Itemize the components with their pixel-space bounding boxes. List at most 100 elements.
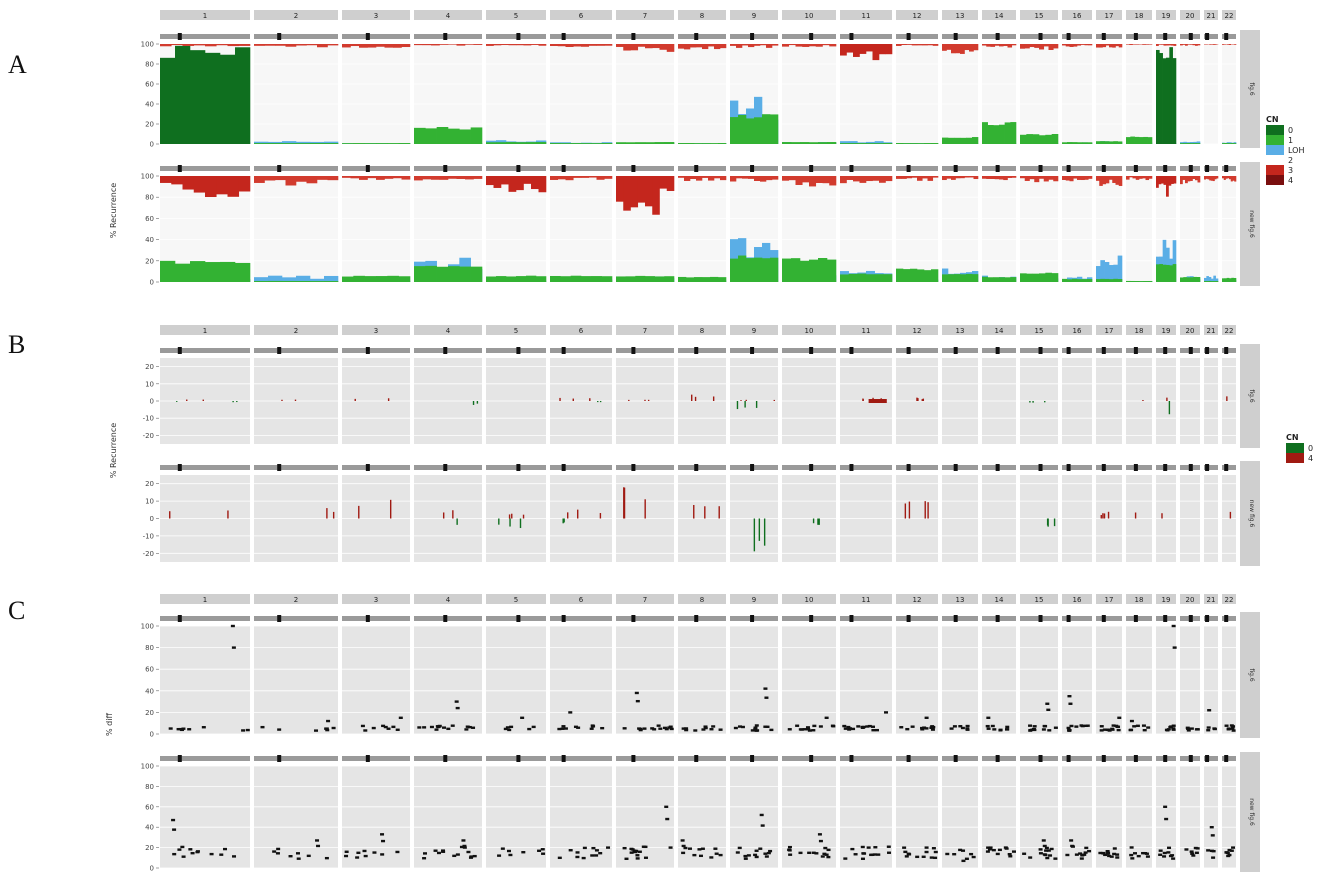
panel-background (486, 766, 546, 868)
loh-bar (254, 141, 269, 144)
recurrence-loss-line (509, 518, 511, 527)
diff-point (1129, 846, 1134, 849)
diff-point (1105, 728, 1110, 731)
chromosome-label: 5 (514, 596, 518, 604)
ideogram-arm (486, 756, 546, 761)
diff-point (681, 844, 686, 848)
gain-bar (1168, 44, 1172, 46)
diff-point (1074, 725, 1079, 728)
ideogram-arm (1126, 465, 1152, 470)
diff-point (843, 727, 848, 730)
gain-bar (1126, 176, 1130, 180)
chromosome-label: 21 (1207, 327, 1216, 335)
diff-point (594, 854, 599, 857)
ideogram-centromere (995, 165, 1000, 172)
diff-point (1172, 646, 1177, 649)
ideogram-centromere (1224, 464, 1229, 471)
chromosome-strip (1156, 10, 1176, 20)
diff-point (1210, 834, 1215, 837)
panel-background (678, 626, 726, 734)
loss-bar (942, 274, 949, 282)
loss-bar (398, 276, 411, 282)
diff-point (1030, 728, 1035, 731)
diff-point (746, 854, 751, 857)
diff-point-peak (1209, 826, 1214, 829)
gain-bar (306, 176, 318, 184)
gain-bar (1029, 44, 1035, 48)
diff-point (1115, 853, 1120, 856)
diff-point (500, 847, 505, 850)
loss-bar (425, 265, 437, 282)
ideogram-arm (1222, 166, 1236, 171)
diff-point (576, 726, 581, 729)
ideogram-centromere (365, 615, 370, 622)
ideogram-centromere (1038, 615, 1043, 622)
loh-bar (1113, 264, 1118, 282)
diff-point-peak (949, 727, 954, 730)
chromosome-label: 19 (1162, 12, 1171, 20)
recurrence-loss-line (818, 518, 820, 525)
diff-point (573, 725, 578, 729)
loh-bar (874, 141, 884, 144)
gain-bar (840, 44, 847, 56)
diff-point (1212, 727, 1217, 730)
loss-bar (1010, 277, 1017, 282)
ideogram-centromere (1188, 347, 1193, 354)
gain-bar (946, 44, 952, 50)
loh-bar (282, 277, 297, 282)
recurrence-loss-line (753, 518, 756, 552)
loss-bar (924, 143, 932, 144)
diff-point (764, 696, 769, 699)
diff-point (472, 854, 477, 858)
chromosome-label: 3 (374, 327, 378, 335)
ideogram-arm (896, 616, 938, 621)
loss-bar (718, 143, 727, 144)
ideogram-arm (550, 34, 612, 39)
ideogram-arm (616, 756, 674, 761)
diff-point (665, 817, 670, 821)
y-tick-label: 80 (145, 194, 154, 202)
chromosome-label: 10 (805, 327, 814, 335)
ideogram-arm (678, 34, 726, 39)
gain-bar (531, 176, 539, 190)
loss-bar (581, 276, 592, 282)
diff-point (818, 725, 823, 728)
chromosome-label: 12 (913, 12, 922, 20)
diff-point (1028, 856, 1033, 859)
diff-point (1038, 848, 1043, 851)
panel-background (342, 44, 410, 144)
chromosome-label: 15 (1035, 596, 1044, 604)
diff-point-peak (1189, 727, 1194, 730)
gain-bar (275, 176, 286, 181)
diff-point-peak (398, 716, 403, 719)
diff-point (798, 851, 803, 855)
diff-point (714, 852, 719, 855)
diff-point (1141, 851, 1146, 855)
diff-point (915, 855, 920, 859)
chromosome-strip (896, 594, 938, 604)
gain-bar (486, 44, 494, 46)
diff-point-peak (606, 846, 611, 849)
gain-bar (942, 176, 947, 181)
diff-point (842, 724, 847, 728)
gain-bar (782, 176, 790, 181)
panel-background (1204, 626, 1218, 734)
diff-point (703, 725, 708, 728)
recurrence-loss-line (758, 518, 761, 541)
diff-point (669, 727, 674, 731)
ideogram-centromere (443, 165, 448, 172)
ideogram-centromere (809, 165, 814, 172)
chromosome-label: 17 (1105, 12, 1114, 20)
gain-bar (604, 176, 613, 179)
gain-bar (853, 176, 860, 182)
diff-point (860, 845, 865, 849)
diff-point (921, 855, 926, 858)
recurrence-gain-line (387, 398, 390, 401)
diff-point (867, 724, 872, 728)
diff-point (1167, 846, 1172, 850)
ideogram-centromere (516, 464, 521, 471)
gain-bar (742, 176, 749, 179)
diff-point (658, 727, 663, 730)
loss-bar (1196, 277, 1201, 282)
ideogram-centromere (694, 755, 699, 762)
